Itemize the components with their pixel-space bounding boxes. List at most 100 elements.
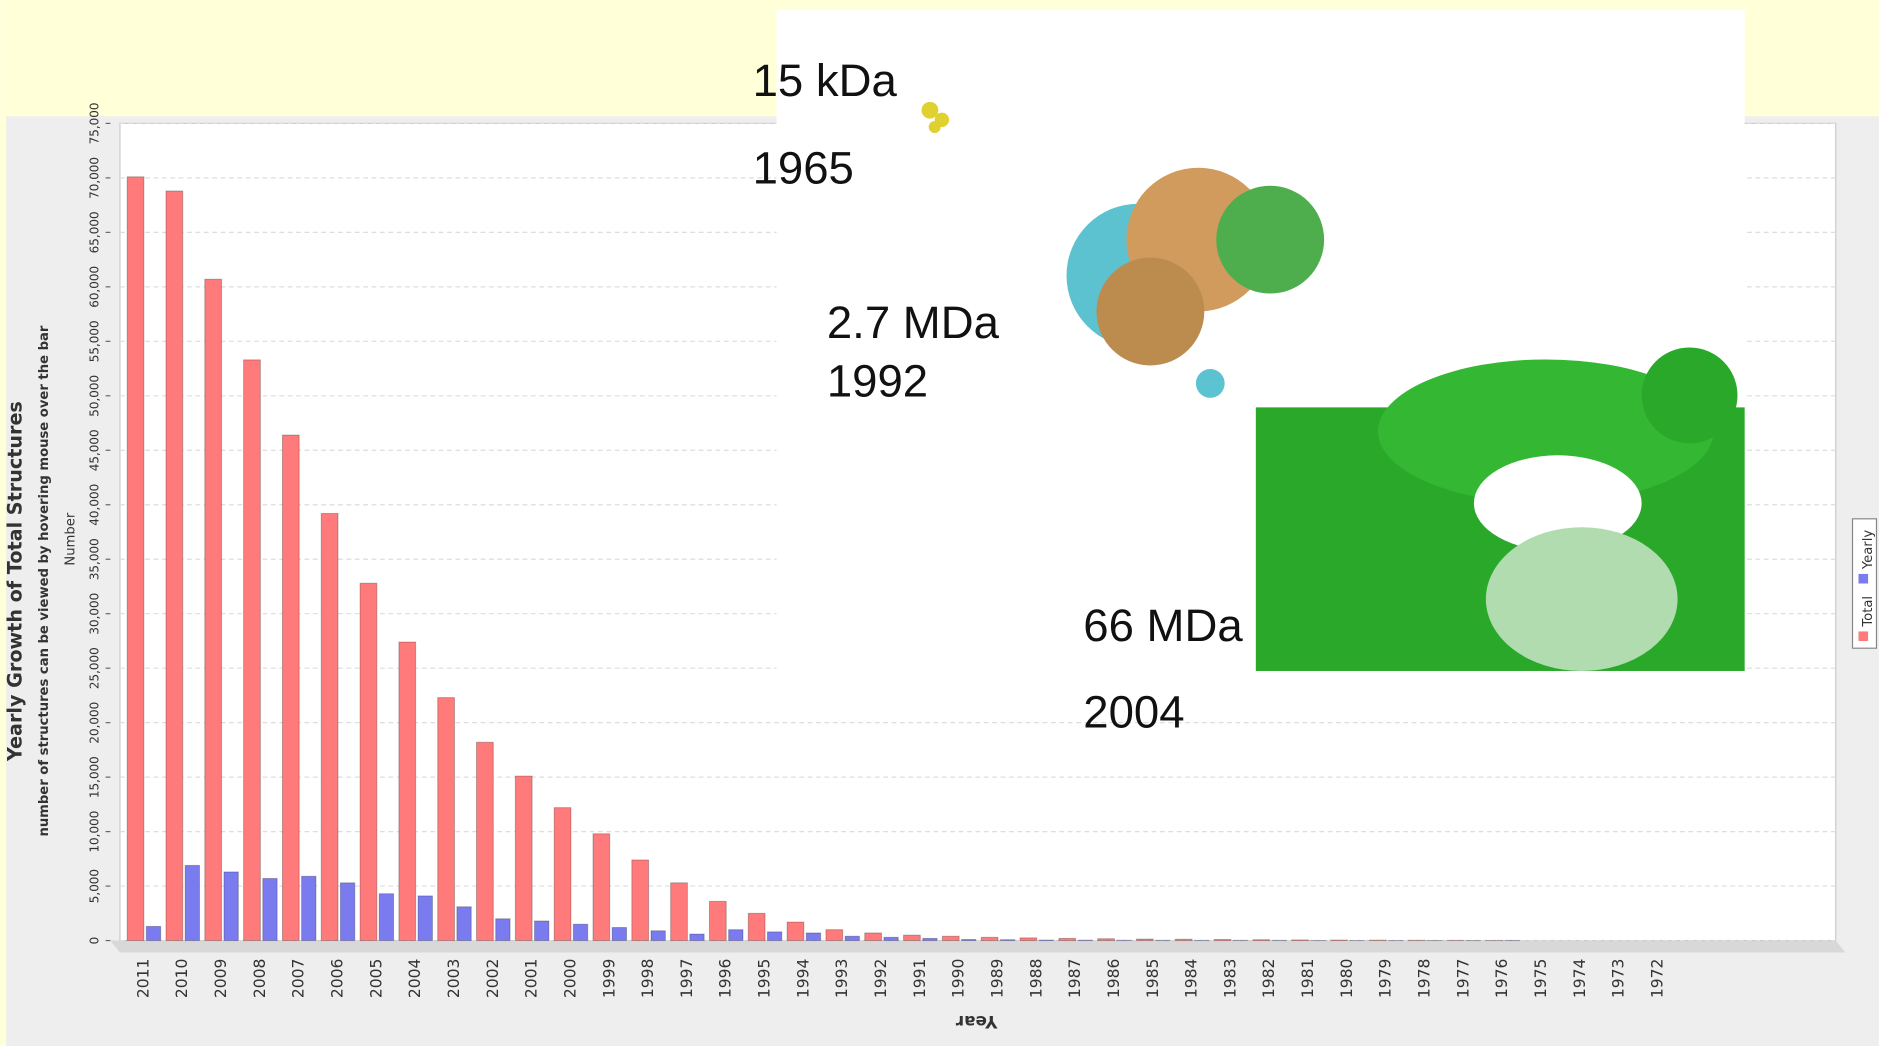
- x-tick-label: 1983: [1221, 959, 1239, 999]
- x-tick-label: 1991: [911, 959, 929, 999]
- chart: 05,00010,00015,00020,00025,00030,00035,0…: [0, 0, 1879, 1046]
- y-tick-label: 75,000: [87, 102, 101, 144]
- bar: [244, 360, 261, 941]
- bar: [166, 191, 183, 941]
- x-tick-label: 1994: [794, 958, 812, 998]
- x-tick-label: 1987: [1066, 959, 1084, 999]
- bar: [923, 938, 937, 940]
- bar: [1000, 940, 1014, 941]
- bar: [321, 513, 338, 940]
- x-tick-label: 1977: [1454, 959, 1472, 999]
- bar: [1136, 939, 1153, 941]
- x-tick-label: 1989: [988, 959, 1006, 999]
- bar: [399, 642, 416, 941]
- annotation: 66 MDa: [1083, 600, 1243, 651]
- annotation: 1992: [827, 356, 928, 407]
- floor: [110, 941, 1845, 953]
- bar: [457, 907, 471, 941]
- bar: [302, 876, 316, 940]
- bar: [515, 776, 532, 941]
- y-tick-label: 45,000: [87, 429, 101, 471]
- x-tick-label: 1979: [1377, 959, 1395, 999]
- x-tick-label: 1997: [678, 959, 696, 999]
- x-tick-label: 2001: [523, 959, 541, 999]
- bar: [1214, 939, 1231, 940]
- x-tick-label: 1998: [639, 959, 657, 999]
- x-tick-label: 1993: [833, 959, 851, 999]
- x-tick-label: 1999: [600, 959, 618, 999]
- bar: [593, 834, 610, 941]
- bar: [1059, 938, 1076, 940]
- bar: [1331, 940, 1348, 941]
- y-tick-label: 40,000: [87, 484, 101, 526]
- bar: [632, 860, 649, 941]
- y-tick-label: 0: [87, 937, 101, 945]
- x-tick-label: 1981: [1299, 959, 1317, 999]
- y-tick-label: 10,000: [87, 811, 101, 853]
- bar: [438, 698, 455, 941]
- bar: [612, 927, 626, 940]
- x-tick-label: 2008: [251, 959, 269, 999]
- x-tick-label: 1975: [1532, 959, 1550, 999]
- y-tick-label: 65,000: [87, 211, 101, 253]
- bar: [496, 919, 510, 941]
- bar: [709, 901, 726, 940]
- x-tick-label: 2002: [484, 959, 502, 999]
- x-axis-label: Year: [955, 1012, 998, 1032]
- bar: [146, 926, 160, 940]
- x-tick-label: 1992: [872, 959, 890, 999]
- x-tick-label: 1984: [1183, 958, 1201, 998]
- chart-subtitle: number of structures can be viewed by ho…: [37, 325, 52, 836]
- legend-label: Yearly: [1861, 530, 1876, 571]
- y-tick-label: 15,000: [87, 756, 101, 798]
- bar: [748, 913, 765, 940]
- x-tick-label: 2000: [561, 959, 579, 999]
- x-tick-label: 1978: [1415, 959, 1433, 999]
- bar: [263, 878, 277, 940]
- bar: [845, 936, 859, 940]
- x-tick-label: 1986: [1105, 959, 1123, 999]
- annotation: 15 kDa: [753, 55, 898, 106]
- legend-label: Total: [1861, 596, 1876, 628]
- bar: [205, 279, 222, 940]
- bar: [340, 883, 354, 941]
- x-tick-label: 1982: [1260, 959, 1278, 999]
- x-tick-label: 1973: [1610, 959, 1628, 999]
- bar: [671, 883, 688, 941]
- bar: [1175, 939, 1192, 940]
- bar: [1292, 940, 1309, 941]
- bar: [554, 808, 571, 941]
- bar: [729, 930, 743, 941]
- bar: [787, 922, 804, 941]
- x-tick-label: 1990: [950, 959, 968, 999]
- x-tick-label: 2003: [445, 959, 463, 999]
- bar: [942, 936, 959, 940]
- annotation: 1965: [753, 142, 854, 193]
- bar: [418, 896, 432, 941]
- x-tick-label: 1995: [756, 959, 774, 999]
- y-tick-label: 5,000: [87, 869, 101, 903]
- bar: [185, 865, 199, 940]
- x-tick-label: 2005: [367, 959, 385, 999]
- bar: [1039, 940, 1053, 941]
- bar: [573, 924, 587, 940]
- y-tick-label: 35,000: [87, 538, 101, 580]
- y-tick-label: 20,000: [87, 702, 101, 744]
- x-tick-label: 2007: [290, 959, 308, 999]
- annotation: 2004: [1083, 686, 1184, 737]
- bar: [806, 933, 820, 941]
- x-tick-label: 1976: [1493, 959, 1511, 999]
- legend-swatch: [1858, 631, 1868, 641]
- bar: [360, 583, 377, 940]
- y-tick-label: 60,000: [87, 266, 101, 308]
- y-axis-label: Number: [63, 512, 78, 565]
- x-tick-label: 2011: [134, 959, 152, 999]
- y-tick-label: 50,000: [87, 375, 101, 417]
- bar: [477, 742, 494, 940]
- bar: [865, 933, 882, 941]
- bar: [379, 894, 393, 941]
- y-tick-label: 30,000: [87, 593, 101, 635]
- bar: [767, 932, 781, 941]
- bar: [282, 435, 299, 941]
- bar: [904, 935, 921, 940]
